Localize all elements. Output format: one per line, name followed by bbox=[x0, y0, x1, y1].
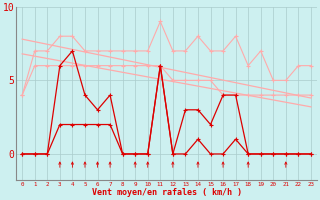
X-axis label: Vent moyen/en rafales ( km/h ): Vent moyen/en rafales ( km/h ) bbox=[92, 188, 242, 197]
